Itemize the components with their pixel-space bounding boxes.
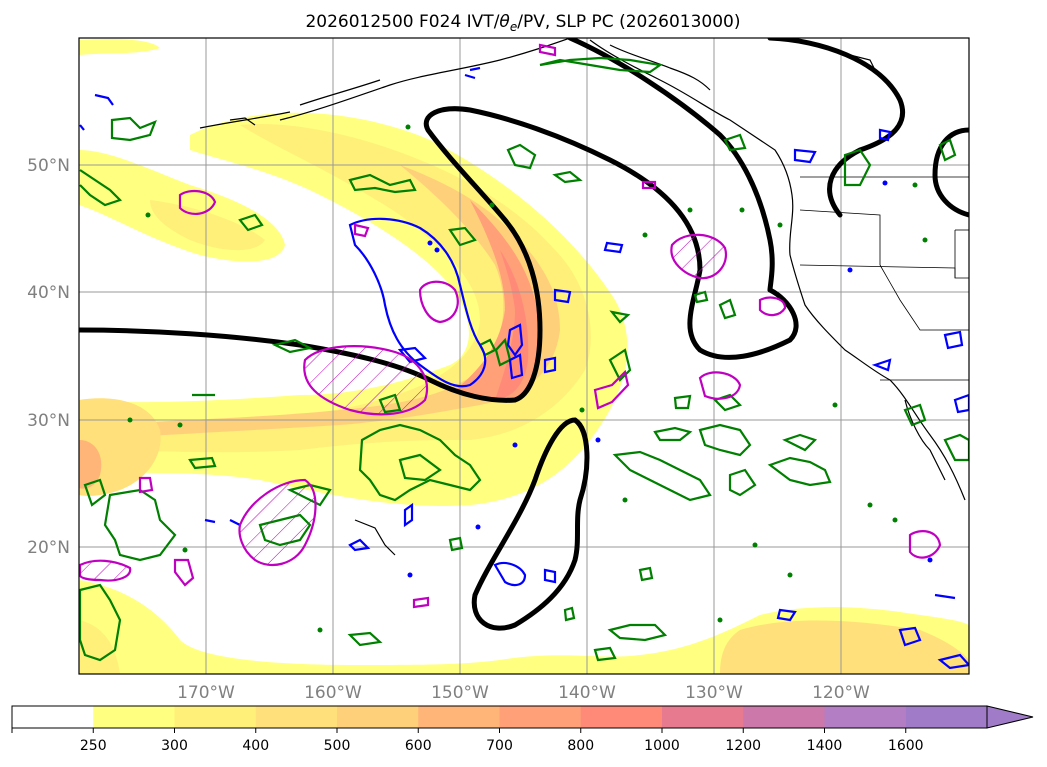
pv-blue-contours (79, 66, 969, 670)
colorbar-swatch (824, 706, 907, 728)
lon-labels: 170°W 160°W 150°W 140°W 130°W 120°W (177, 683, 870, 703)
colorbar-tick-label: 1600 (888, 738, 924, 754)
colorbar-swatch (12, 706, 94, 728)
colorbar-swatch (337, 706, 419, 728)
colorbar-tick-label: 1000 (644, 738, 680, 754)
plot-title: 2026012500 F024 IVT/θe/PV, SLP PC (20260… (305, 12, 740, 34)
lat-label: 20°N (27, 538, 70, 558)
colorbar: 250 300 400 500 600 700 800 1000 1200 1400 1600 (11, 705, 1034, 754)
lat-label: 50°N (27, 156, 70, 176)
lat-label: 30°N (27, 411, 70, 431)
colorbar-tick-label: 800 (567, 738, 594, 754)
colorbar-swatch (499, 706, 582, 728)
lon-label: 130°W (685, 683, 743, 703)
map-frame (78, 37, 970, 675)
pv-magenta-contours (79, 43, 942, 609)
colorbar-tick-label: 1400 (807, 738, 843, 754)
small-contour-dots (127, 124, 928, 633)
colorbar-tick-label: 1200 (725, 738, 761, 754)
colorbar-tick-label: 600 (405, 738, 432, 754)
borders (799, 176, 969, 381)
lon-label: 120°W (812, 683, 870, 703)
colorbar-swatch (174, 706, 257, 728)
lat-labels: 20°N 30°N 40°N 50°N (27, 156, 70, 558)
lon-label: 170°W (177, 683, 235, 703)
colorbar-swatch (580, 706, 663, 728)
colorbar-tick-label: 500 (324, 738, 351, 754)
colorbar-tick-label: 700 (486, 738, 513, 754)
colorbar-tick-label: 250 (80, 738, 107, 754)
lat-label: 40°N (27, 283, 70, 303)
map-area (79, 38, 969, 674)
colorbar-extend-arrow (986, 705, 1034, 729)
colorbar-swatch (418, 706, 500, 728)
colorbar-swatch (662, 706, 744, 728)
lon-label: 160°W (304, 683, 362, 703)
colorbar-tick-label: 300 (161, 738, 188, 754)
colorbar-tick-label: 400 (242, 738, 269, 754)
coastlines (199, 38, 966, 556)
lon-label: 140°W (558, 683, 616, 703)
small-blue-dots (407, 180, 933, 578)
colorbar-swatch (905, 706, 988, 728)
colorbar-swatch (743, 706, 825, 728)
colorbar-swatch (93, 706, 175, 728)
colorbar-swatch (255, 706, 338, 728)
lon-label: 150°W (431, 683, 489, 703)
